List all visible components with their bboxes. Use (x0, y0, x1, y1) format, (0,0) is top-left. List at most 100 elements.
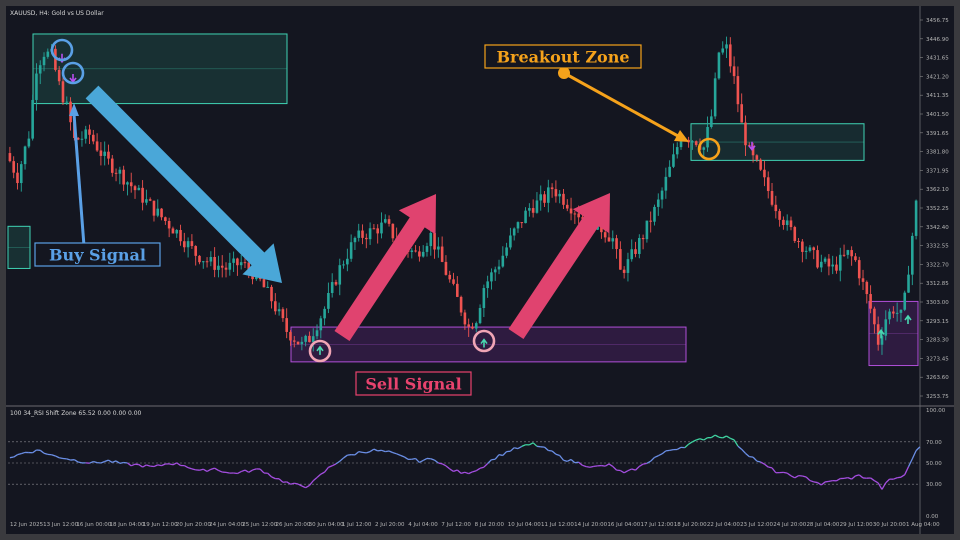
rsi-segment (870, 477, 875, 482)
chart-title: XAUUSD, H4: Gold vs US Dollar (10, 10, 104, 17)
candle-body (531, 208, 535, 213)
breakout-zone-label: Breakout Zone (496, 48, 629, 67)
candle-body (175, 229, 179, 234)
candle (444, 255, 448, 276)
rsi-segment (400, 454, 405, 458)
candle-body (755, 155, 759, 160)
rsi-segment (491, 458, 496, 461)
candle-body (323, 308, 326, 319)
time-tick-label: 23 Jul 12:00 (740, 522, 773, 528)
time-tick-label: 18 Jun 04:00 (110, 522, 145, 528)
rsi-segment (479, 466, 485, 469)
rsi-segment (494, 454, 500, 460)
rsi-segment (893, 477, 898, 480)
rsi-segment (764, 463, 769, 468)
candle-body (243, 262, 247, 264)
candle-body (129, 182, 133, 187)
candle (509, 227, 512, 250)
candle (365, 233, 368, 249)
rsi-segment (294, 482, 299, 485)
rsi-segment (441, 463, 447, 467)
rsi-segment (907, 458, 913, 467)
candle (547, 179, 550, 213)
candle (831, 255, 834, 275)
rsi-segment (142, 464, 147, 468)
candle-body (820, 261, 823, 268)
candle (205, 257, 209, 268)
candle-body (368, 228, 372, 240)
breakout-pointer-dot (558, 67, 570, 79)
candle (873, 306, 876, 334)
candle (857, 256, 861, 286)
candle-body (911, 235, 914, 275)
candle-body (380, 222, 383, 234)
candle-body (327, 293, 330, 309)
rsi-segment (601, 464, 606, 467)
candle (164, 216, 167, 225)
candle (179, 224, 182, 246)
zone-side (7, 225, 31, 269)
rsi-segment (316, 473, 322, 478)
rsi-segment (237, 470, 242, 475)
rsi-segment (460, 471, 466, 475)
candle (638, 234, 641, 259)
candle-body (164, 217, 167, 221)
candle (152, 200, 156, 222)
time-tick-label: 30 Jul 20:00 (873, 522, 906, 528)
time-tick-label: 19 Jun 12:00 (143, 522, 178, 528)
candle-body (236, 258, 239, 266)
candle-body (376, 228, 379, 234)
candle-body (80, 138, 84, 140)
candle-body (846, 250, 850, 255)
candle (531, 199, 535, 218)
candle-body (342, 264, 345, 266)
zones (7, 33, 919, 367)
rsi-segment (877, 482, 883, 490)
candle (755, 154, 759, 163)
candle (528, 203, 531, 217)
rsi-segment (472, 470, 477, 473)
price-chart[interactable]: 3456.75 3446.90 3431.65 3421.20 3411.35 3401.… (6, 6, 954, 534)
candle-body (547, 187, 550, 203)
candle (467, 318, 470, 337)
candle (838, 247, 842, 282)
candle-body (660, 190, 664, 200)
candle-body (209, 257, 213, 262)
price-tick-label: 3371.95 (926, 168, 949, 174)
candle (474, 321, 478, 333)
up-arrow-icon (904, 314, 912, 324)
up-arrow-icon (316, 345, 324, 355)
rsi-segment (225, 471, 230, 474)
rsi-segment (354, 451, 360, 456)
candle (520, 222, 524, 229)
candle-body (459, 296, 463, 313)
candle (353, 236, 357, 251)
candle-body (482, 288, 486, 309)
chart-window: 3456.75 3446.90 3431.65 3421.20 3411.35 3401.… (6, 6, 954, 534)
rsi-segment (722, 435, 727, 439)
candle-body (793, 227, 797, 241)
candle-body (95, 141, 99, 151)
candle (603, 229, 607, 243)
candle (850, 246, 853, 266)
candle-body (346, 258, 349, 265)
indicator-label: 100 34_RSI Shift Zone 65.52 0.00 0.00 0.… (10, 410, 142, 417)
rsi-panel: 100.00 70.00 50.00 30.00 0.00 (8, 408, 946, 520)
time-tick-label: 1 Aug 04:00 (906, 522, 940, 528)
candle-body (524, 210, 527, 224)
candle (653, 204, 656, 226)
time-tick-label: 22 Jul 04:00 (707, 522, 740, 528)
rsi-segment (248, 469, 253, 473)
candle-body (766, 177, 770, 192)
candle (869, 285, 872, 314)
candle (804, 246, 808, 260)
rsi-segment (312, 476, 318, 482)
up-arrow-icon (877, 329, 885, 339)
rsi-segment (521, 444, 526, 447)
candle (505, 242, 508, 259)
rsi-segment (191, 468, 196, 471)
time-tick-label: 30 Jun 04:00 (309, 522, 344, 528)
candle-body (179, 229, 182, 242)
candle (778, 208, 781, 227)
price-tick-label: 3362.10 (926, 187, 949, 193)
